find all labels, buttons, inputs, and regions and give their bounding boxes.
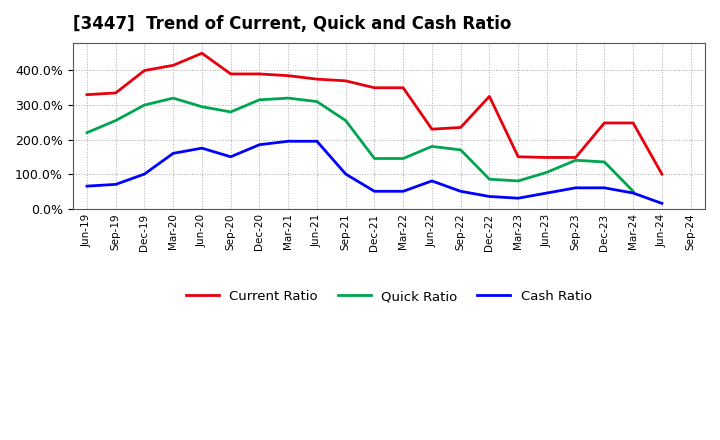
Current Ratio xyxy=(428,127,436,132)
Quick Ratio xyxy=(399,156,408,161)
Quick Ratio xyxy=(543,170,552,175)
Cash Ratio xyxy=(600,185,608,191)
Current Ratio xyxy=(197,51,206,56)
Quick Ratio xyxy=(514,178,523,183)
Cash Ratio xyxy=(112,182,120,187)
Current Ratio xyxy=(169,62,178,68)
Line: Quick Ratio: Quick Ratio xyxy=(87,98,633,191)
Current Ratio xyxy=(629,120,637,125)
Cash Ratio xyxy=(485,194,494,199)
Current Ratio xyxy=(572,155,580,160)
Quick Ratio xyxy=(83,130,91,135)
Current Ratio xyxy=(456,125,465,130)
Quick Ratio xyxy=(284,95,292,101)
Cash Ratio xyxy=(169,150,178,156)
Cash Ratio xyxy=(514,195,523,201)
Current Ratio xyxy=(485,94,494,99)
Cash Ratio xyxy=(399,189,408,194)
Quick Ratio xyxy=(226,109,235,114)
Quick Ratio xyxy=(428,144,436,149)
Quick Ratio xyxy=(456,147,465,153)
Line: Current Ratio: Current Ratio xyxy=(87,53,662,174)
Cash Ratio xyxy=(312,139,321,144)
Current Ratio xyxy=(284,73,292,78)
Current Ratio xyxy=(341,78,350,84)
Cash Ratio xyxy=(543,191,552,196)
Quick Ratio xyxy=(169,95,178,101)
Quick Ratio xyxy=(600,159,608,165)
Current Ratio xyxy=(83,92,91,97)
Quick Ratio xyxy=(629,189,637,194)
Current Ratio xyxy=(312,77,321,82)
Cash Ratio xyxy=(428,178,436,183)
Cash Ratio xyxy=(572,185,580,191)
Current Ratio xyxy=(370,85,379,90)
Quick Ratio xyxy=(572,158,580,163)
Cash Ratio xyxy=(197,146,206,151)
Current Ratio xyxy=(514,154,523,159)
Cash Ratio xyxy=(341,172,350,177)
Legend: Current Ratio, Quick Ratio, Cash Ratio: Current Ratio, Quick Ratio, Cash Ratio xyxy=(181,285,597,308)
Quick Ratio xyxy=(312,99,321,104)
Current Ratio xyxy=(543,155,552,160)
Text: [3447]  Trend of Current, Quick and Cash Ratio: [3447] Trend of Current, Quick and Cash … xyxy=(73,15,511,33)
Quick Ratio xyxy=(197,104,206,110)
Current Ratio xyxy=(657,172,666,177)
Cash Ratio xyxy=(140,172,149,177)
Quick Ratio xyxy=(140,103,149,108)
Cash Ratio xyxy=(226,154,235,159)
Cash Ratio xyxy=(657,201,666,206)
Quick Ratio xyxy=(485,176,494,182)
Quick Ratio xyxy=(341,118,350,123)
Cash Ratio xyxy=(284,139,292,144)
Line: Cash Ratio: Cash Ratio xyxy=(87,141,662,203)
Cash Ratio xyxy=(370,189,379,194)
Current Ratio xyxy=(255,71,264,77)
Cash Ratio xyxy=(629,191,637,196)
Quick Ratio xyxy=(112,118,120,123)
Cash Ratio xyxy=(255,142,264,147)
Cash Ratio xyxy=(83,183,91,189)
Cash Ratio xyxy=(456,189,465,194)
Current Ratio xyxy=(112,90,120,95)
Quick Ratio xyxy=(255,97,264,103)
Current Ratio xyxy=(399,85,408,90)
Quick Ratio xyxy=(370,156,379,161)
Current Ratio xyxy=(140,68,149,73)
Current Ratio xyxy=(226,71,235,77)
Current Ratio xyxy=(600,120,608,125)
